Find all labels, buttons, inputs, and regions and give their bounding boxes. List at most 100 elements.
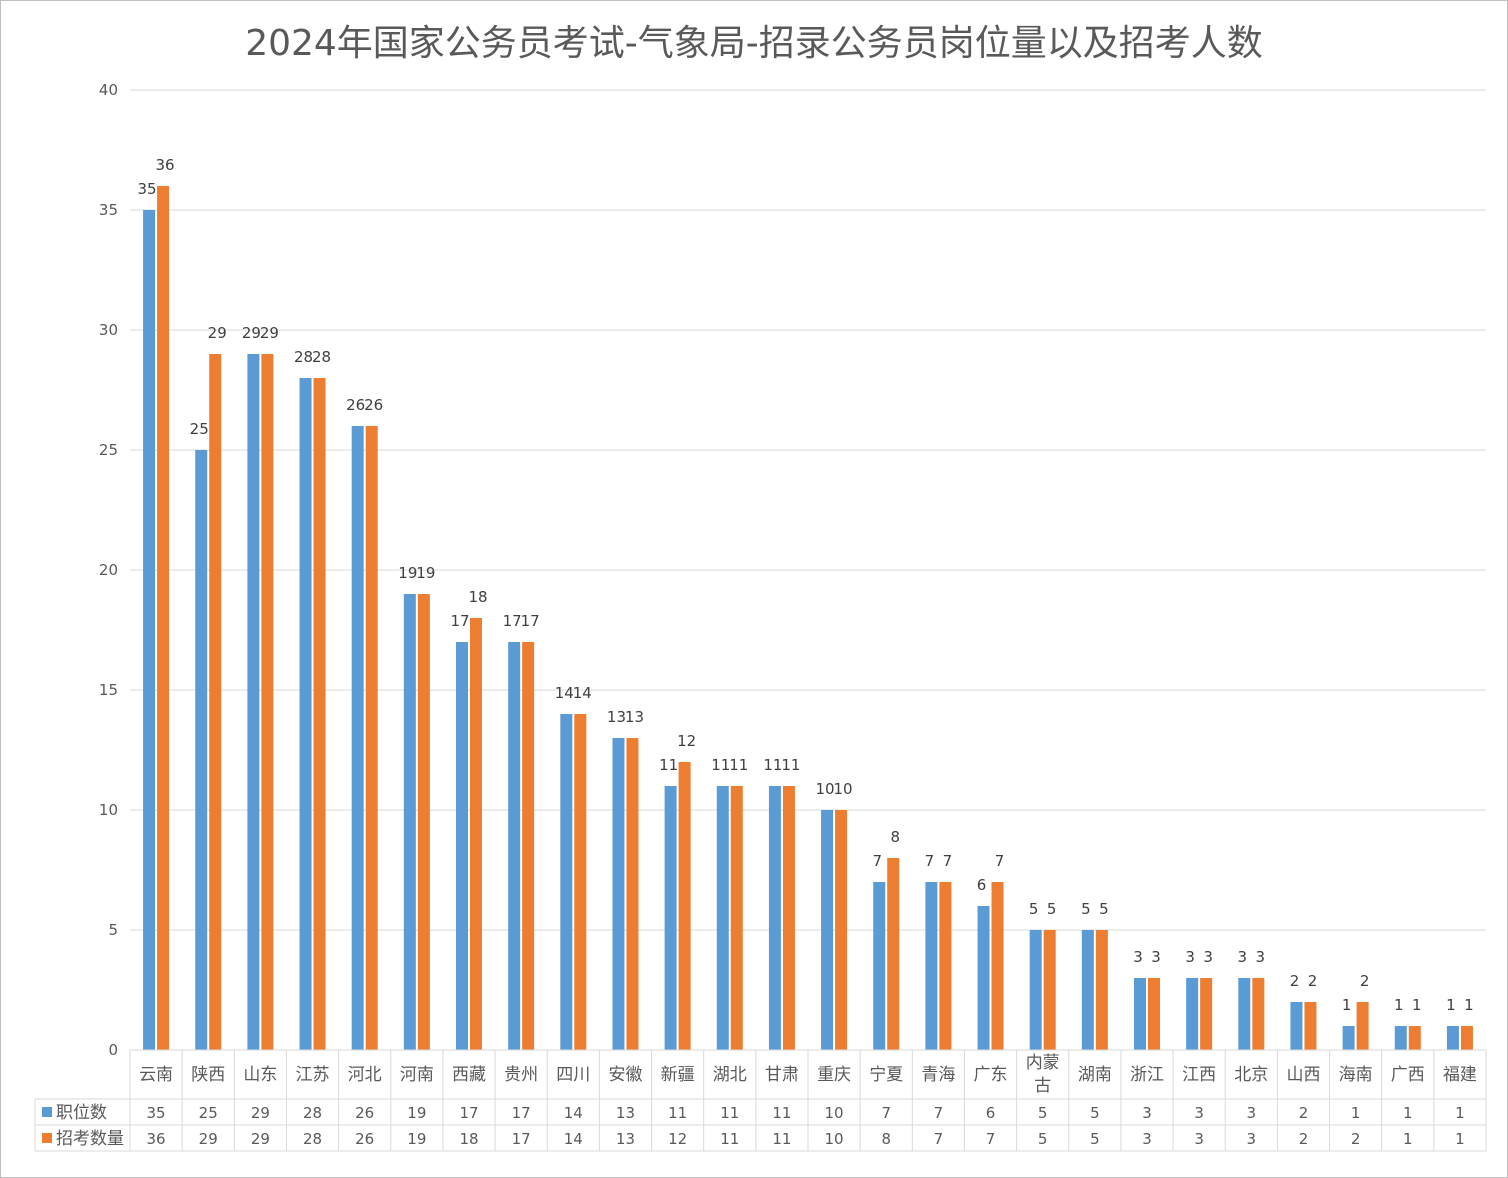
x-tick-label: 广东 xyxy=(974,1065,1008,1085)
x-tick-label: 宁夏 xyxy=(869,1065,903,1085)
bar-职位数 xyxy=(195,450,208,1050)
table-value: 11 xyxy=(668,1104,687,1122)
x-tick-label: 广西 xyxy=(1391,1065,1425,1085)
bar-招考数量 xyxy=(574,714,587,1050)
legend-label: 招考数量 xyxy=(56,1129,124,1149)
bar-职位数 xyxy=(1342,1026,1355,1050)
bar-职位数 xyxy=(664,786,677,1050)
table-value: 1 xyxy=(1403,1130,1413,1148)
table-value: 5 xyxy=(1090,1104,1100,1122)
x-tick-label: 山西 xyxy=(1286,1065,1320,1085)
bar-职位数 xyxy=(508,642,521,1050)
data-label: 1 xyxy=(1342,996,1352,1014)
y-tick-label: 15 xyxy=(99,681,118,699)
x-tick-label: 西藏 xyxy=(452,1065,486,1085)
bar-职位数 xyxy=(143,210,156,1050)
table-value: 11 xyxy=(720,1130,739,1148)
bar-职位数 xyxy=(612,738,625,1050)
bar-招考数量 xyxy=(1304,1002,1317,1050)
data-label: 19 xyxy=(398,564,417,582)
bar-职位数 xyxy=(716,786,729,1050)
bar-职位数 xyxy=(873,882,886,1050)
bar-招考数量 xyxy=(313,378,326,1050)
bar-招考数量 xyxy=(1148,978,1160,1050)
bar-招考数量 xyxy=(1252,978,1265,1050)
table-value: 1 xyxy=(1351,1104,1361,1122)
data-label: 3 xyxy=(1256,948,1266,966)
data-label: 3 xyxy=(1151,948,1161,966)
table-value: 17 xyxy=(512,1104,531,1122)
data-label: 1 xyxy=(1464,996,1474,1014)
table-value: 13 xyxy=(616,1130,635,1148)
data-label: 3 xyxy=(1238,948,1248,966)
bar-招考数量 xyxy=(1095,930,1108,1050)
table-value: 3 xyxy=(1142,1130,1152,1148)
x-tick-label: 重庆 xyxy=(817,1065,851,1085)
data-label: 7 xyxy=(943,852,953,870)
bar-职位数 xyxy=(1290,1002,1303,1050)
bar-招考数量 xyxy=(1043,930,1056,1050)
table-value: 7 xyxy=(934,1104,944,1122)
data-label: 18 xyxy=(468,588,487,606)
bar-招考数量 xyxy=(470,618,482,1050)
bar-招考数量 xyxy=(261,354,274,1050)
data-label: 10 xyxy=(816,780,835,798)
table-value: 3 xyxy=(1142,1104,1152,1122)
data-label: 26 xyxy=(364,396,383,414)
table-value: 25 xyxy=(199,1104,218,1122)
table-value: 14 xyxy=(564,1130,583,1148)
table-value: 1 xyxy=(1403,1104,1413,1122)
x-tick-label: 青海 xyxy=(921,1065,955,1085)
data-label: 25 xyxy=(190,420,209,438)
bar-职位数 xyxy=(1081,930,1094,1050)
bar-招考数量 xyxy=(991,882,1004,1050)
data-label: 3 xyxy=(1185,948,1195,966)
data-label: 13 xyxy=(607,708,626,726)
bar-职位数 xyxy=(1029,930,1042,1050)
data-label: 6 xyxy=(977,876,987,894)
table-value: 12 xyxy=(668,1130,687,1148)
chart-title: 2024年国家公务员考试-气象局-招录公务员岗位量以及招考人数 xyxy=(245,23,1263,64)
data-label: 35 xyxy=(138,180,157,198)
bar-职位数 xyxy=(768,786,781,1050)
bar-招考数量 xyxy=(1408,1026,1421,1050)
table-value: 17 xyxy=(459,1104,478,1122)
x-tick-label: 甘肃 xyxy=(765,1065,799,1085)
x-tick-label: 河北 xyxy=(348,1065,382,1085)
bar-招考数量 xyxy=(887,858,900,1050)
bar-招考数量 xyxy=(678,762,691,1050)
data-label: 3 xyxy=(1203,948,1213,966)
bar-招考数量 xyxy=(730,786,743,1050)
data-label: 29 xyxy=(208,324,227,342)
bar-职位数 xyxy=(1186,978,1199,1050)
data-label: 1 xyxy=(1394,996,1404,1014)
data-label: 11 xyxy=(781,756,800,774)
data-label: 36 xyxy=(156,156,175,174)
bar-职位数 xyxy=(977,906,990,1050)
data-label: 10 xyxy=(834,780,853,798)
x-tick-label: 江西 xyxy=(1182,1065,1216,1085)
data-label: 5 xyxy=(1099,900,1109,918)
y-tick-label: 0 xyxy=(108,1041,118,1059)
table-value: 29 xyxy=(251,1130,270,1148)
data-label: 29 xyxy=(242,324,261,342)
table-value: 10 xyxy=(825,1104,844,1122)
data-label: 5 xyxy=(1047,900,1057,918)
bar-职位数 xyxy=(1134,978,1146,1050)
bar-职位数 xyxy=(1238,978,1251,1050)
y-tick-label: 5 xyxy=(108,921,118,939)
data-label: 2 xyxy=(1360,972,1370,990)
table-value: 5 xyxy=(1038,1130,1048,1148)
data-label: 7 xyxy=(872,852,882,870)
bar-招考数量 xyxy=(522,642,535,1050)
x-tick-label: 陕西 xyxy=(191,1065,225,1085)
bar-招考数量 xyxy=(939,882,952,1050)
legend-swatch xyxy=(42,1133,52,1143)
table-value: 1 xyxy=(1455,1104,1465,1122)
x-tick-label: 江苏 xyxy=(296,1065,330,1085)
x-tick-label: 古 xyxy=(1034,1076,1051,1096)
y-tick-label: 35 xyxy=(99,201,118,219)
y-tick-label: 20 xyxy=(99,561,118,579)
table-value: 1 xyxy=(1455,1130,1465,1148)
